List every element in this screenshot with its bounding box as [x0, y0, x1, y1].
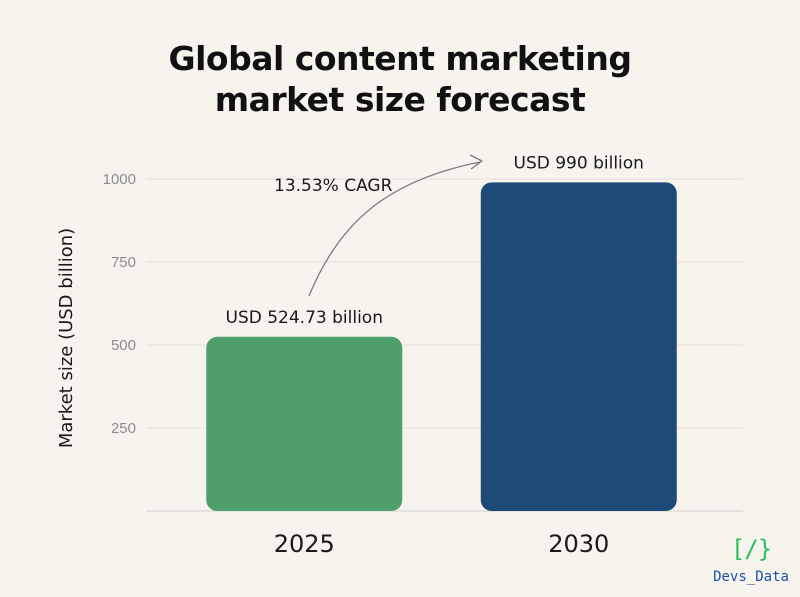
bar-value-label-2025: USD 524.73 billion — [226, 308, 383, 328]
logo-text: Devs_Data — [713, 569, 789, 585]
y-tick-label-500: 500 — [111, 337, 136, 354]
y-tick-label-1000: 1000 — [103, 171, 136, 188]
x-category-labels: 2025 2030 — [274, 530, 610, 558]
bars — [206, 182, 677, 511]
bar-2025 — [206, 336, 403, 511]
bar-value-labels: USD 524.73 billion USD 990 billion — [226, 153, 644, 327]
cagr-arrow-head — [469, 154, 483, 170]
chart-title-line-1: Global content marketing — [168, 39, 632, 78]
cagr-arrow — [308, 161, 481, 297]
chart-title: Global content marketing market size for… — [0, 38, 800, 120]
bar-2030 — [480, 182, 677, 511]
y-tick-label-750: 750 — [111, 254, 136, 271]
logo-bracket-icon: [/} — [730, 535, 772, 563]
cagr-annotation: 13.53% CAGR — [274, 176, 393, 196]
devs-data-logo: [/} Devs_Data — [706, 536, 796, 586]
y-tick-labels: 250 500 750 1000 — [103, 171, 136, 437]
y-tick-label-250: 250 — [111, 420, 136, 437]
x-category-label-2030: 2030 — [548, 530, 609, 558]
bar-value-label-2030: USD 990 billion — [514, 153, 644, 173]
chart-title-line-2: market size forecast — [214, 80, 586, 119]
x-category-label-2025: 2025 — [274, 530, 335, 558]
y-axis-label: Market size (USD billion) — [56, 228, 77, 448]
